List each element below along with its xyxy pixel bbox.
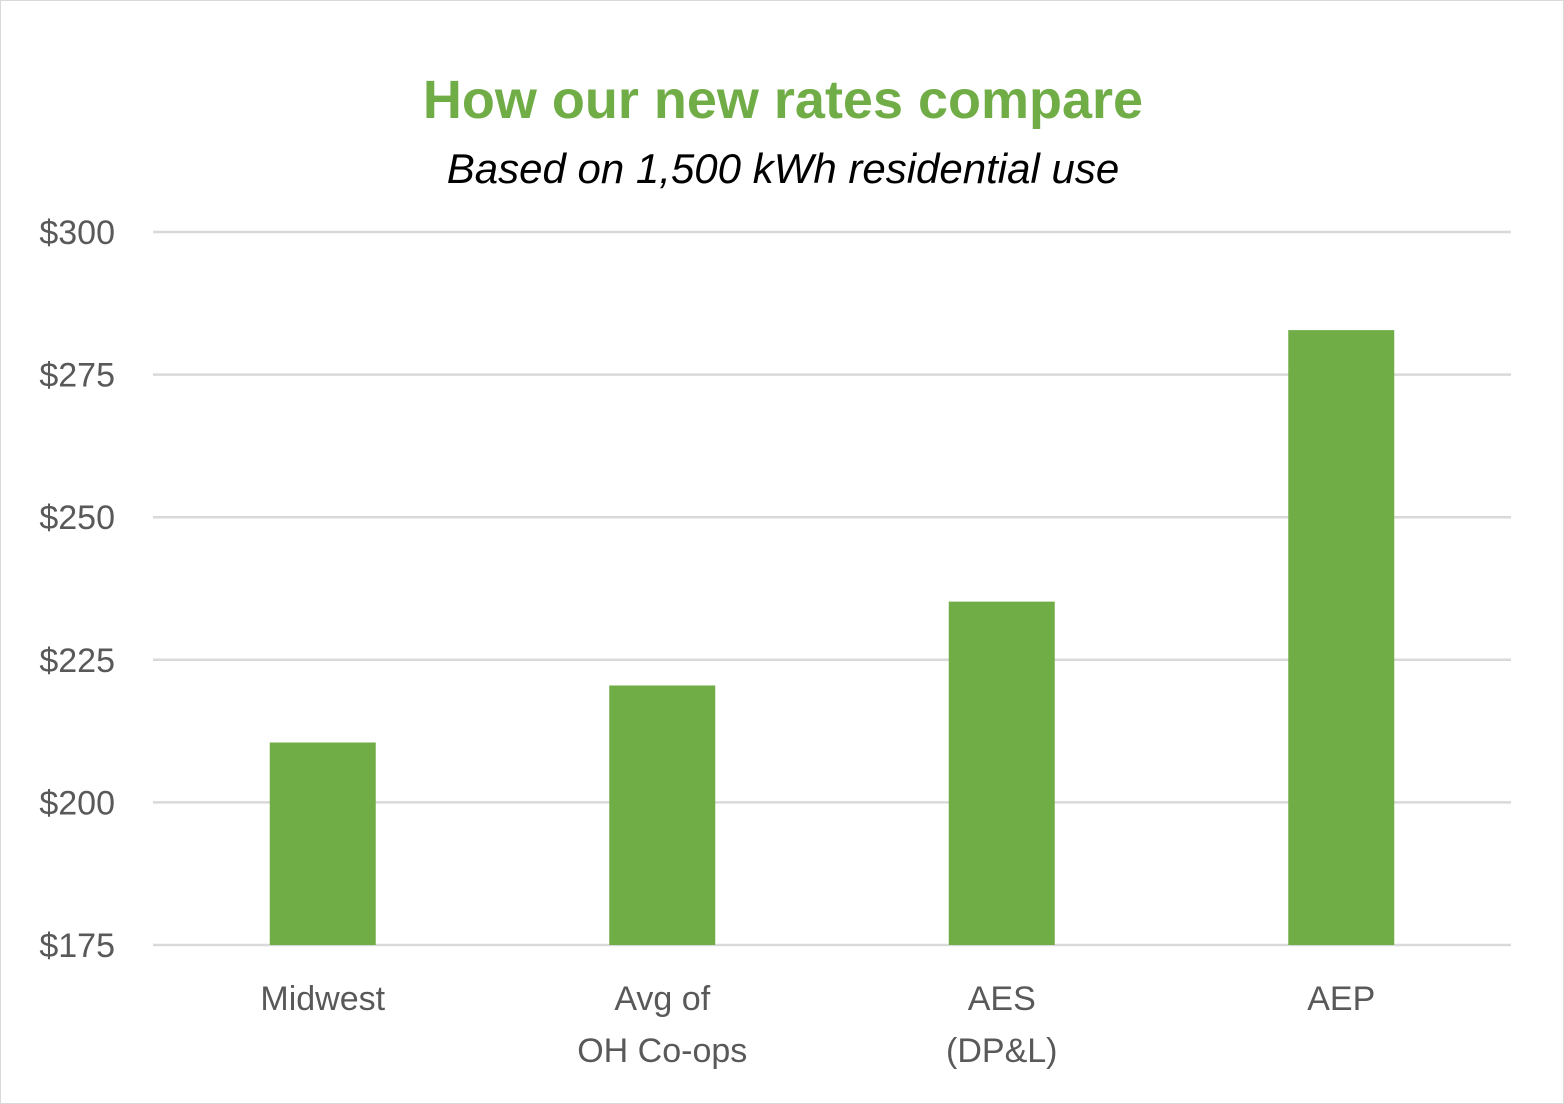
bar	[609, 685, 716, 945]
chart-title: How our new rates compare	[422, 70, 1144, 130]
bar	[1288, 330, 1395, 946]
y-tick-label: $275	[39, 357, 115, 395]
x-category-label: AES	[968, 980, 1036, 1018]
y-tick-label: $175	[39, 927, 115, 965]
gridlines	[153, 230, 1511, 947]
bar	[269, 742, 376, 945]
x-category-label: OH Co-ops	[577, 1032, 747, 1070]
x-category-label: (DP&L)	[946, 1032, 1057, 1070]
x-category-label: Midwest	[260, 980, 385, 1018]
y-tick-label: $250	[39, 499, 115, 537]
y-tick-label: $225	[39, 642, 115, 680]
bars	[269, 330, 1395, 946]
y-tick-label: $300	[39, 214, 115, 252]
chart-subtitle: Based on 1,500 kWh residential use	[446, 145, 1120, 192]
bar	[948, 601, 1055, 945]
x-axis-categories: Midwest Avg of OH Co-ops AES (DP&L) AEP	[260, 980, 1375, 1070]
y-axis-ticks: $175 $200 $225 $250 $275 $300	[39, 214, 115, 965]
y-tick-label: $200	[39, 784, 115, 822]
x-category-label: AEP	[1307, 980, 1375, 1018]
x-category-label: Avg of	[614, 980, 710, 1018]
